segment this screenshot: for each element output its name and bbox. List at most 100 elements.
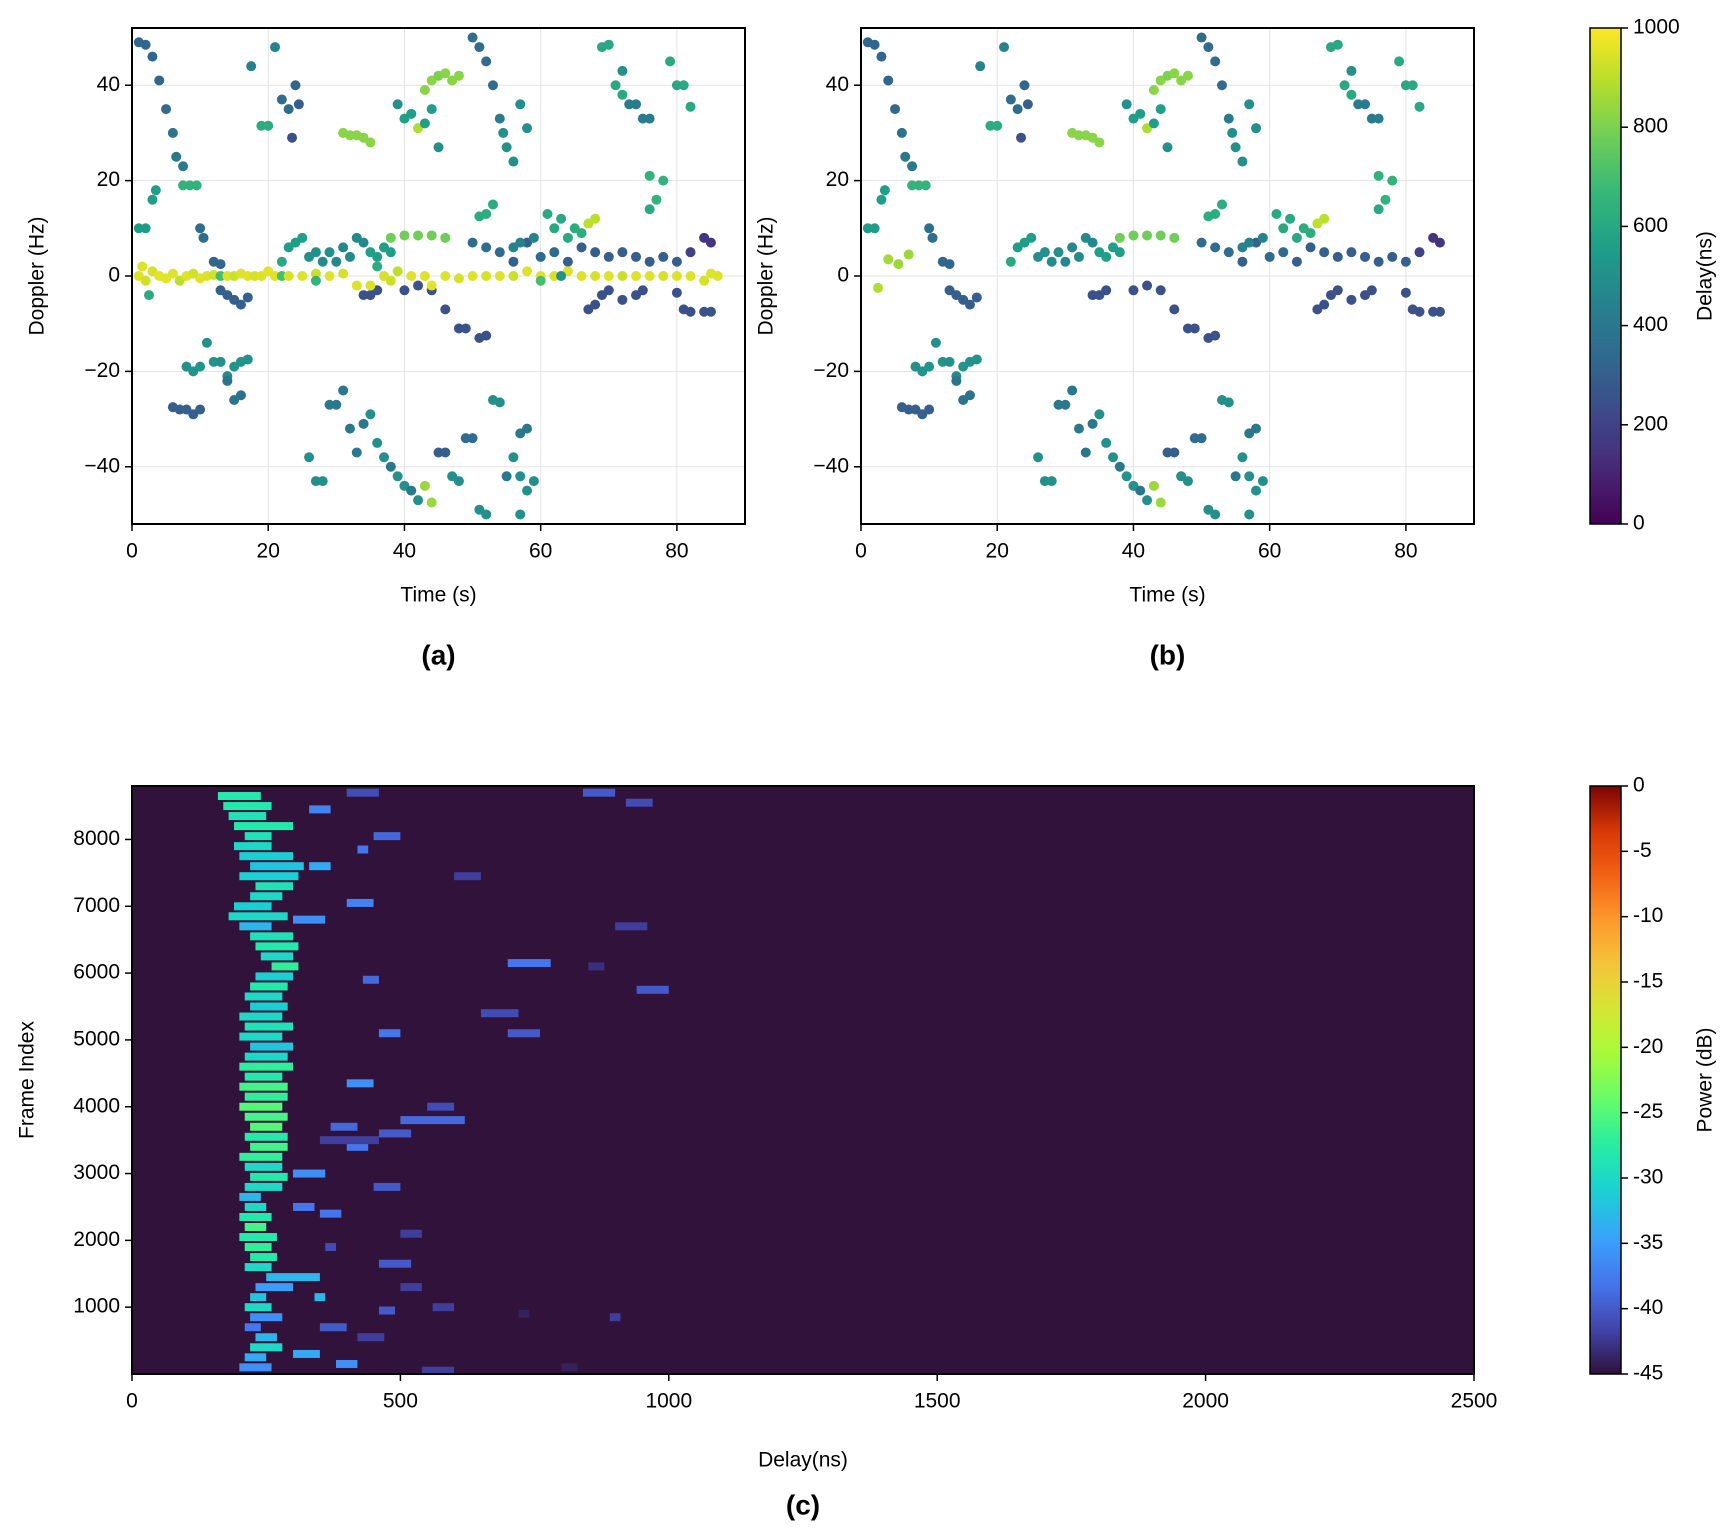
- scatter-point: [147, 194, 158, 205]
- scatter-point: [1373, 170, 1384, 181]
- scatter-point: [467, 237, 478, 248]
- y-axis-label: Doppler (Hz): [755, 216, 778, 335]
- x-tick-label: 60: [529, 540, 552, 563]
- scatter-point: [705, 237, 716, 248]
- x-tick-label: 80: [665, 540, 688, 563]
- heatmap-cell: [314, 1293, 326, 1302]
- heatmap-cell: [346, 1142, 369, 1151]
- scatter-point: [1060, 256, 1071, 267]
- heatmap-cell: [319, 1209, 342, 1218]
- x-axis-label: Time (s): [400, 584, 476, 607]
- x-axis-label: Time (s): [1129, 584, 1205, 607]
- points: [133, 32, 723, 520]
- y-tick-label: 6000: [73, 961, 120, 984]
- scatter-point: [501, 471, 512, 482]
- heatmap-cell: [250, 1172, 288, 1181]
- scatter-point: [883, 254, 894, 265]
- scatter-point: [644, 204, 655, 215]
- scatter-point: [1223, 113, 1234, 124]
- scatter-point: [385, 247, 396, 258]
- scatter-point: [924, 404, 935, 415]
- scatter-point: [344, 251, 355, 262]
- heatmap-cell: [319, 1323, 347, 1332]
- scatter-point: [453, 476, 464, 487]
- scatter-point: [481, 242, 492, 253]
- scatter-point: [1189, 323, 1200, 334]
- scatter-point: [1244, 237, 1255, 248]
- scatter-point: [665, 56, 676, 67]
- heatmap-cell: [346, 1079, 374, 1088]
- scatter-point: [927, 232, 938, 243]
- scatter-point: [1121, 471, 1132, 482]
- scatter-point: [644, 256, 655, 267]
- scatter-point: [1060, 399, 1071, 410]
- heatmap-cell: [266, 1273, 320, 1282]
- scatter-point: [685, 101, 696, 112]
- scatter-point: [556, 213, 567, 224]
- heatmap-cell: [293, 1169, 326, 1178]
- scatter-point: [705, 306, 716, 317]
- y-tick-label: 2000: [73, 1228, 120, 1251]
- scatter-point: [1128, 230, 1139, 241]
- x-axis-label: Delay(ns): [758, 1449, 848, 1472]
- heatmap-cell: [250, 982, 288, 991]
- scatter-point: [1114, 232, 1125, 243]
- plot-frame: [131, 785, 1475, 1375]
- heatmap-cell: [357, 1333, 385, 1342]
- scatter-point: [144, 290, 155, 301]
- scatter-point: [287, 132, 298, 143]
- heatmap-cell: [233, 842, 272, 851]
- scatter-point: [631, 99, 642, 110]
- scatter-point: [1135, 485, 1146, 496]
- x-tick-label: 1000: [645, 1390, 692, 1413]
- scatter-point: [1142, 280, 1153, 291]
- scatter-point: [392, 99, 403, 110]
- scatter-point: [372, 251, 383, 262]
- heatmap-cell: [250, 1042, 294, 1051]
- scatter-point: [372, 261, 383, 272]
- scatter-point: [440, 271, 451, 281]
- scatter-point: [1148, 118, 1159, 129]
- scatter-point: [365, 280, 376, 291]
- heatmap-cell: [239, 1233, 277, 1242]
- scatter-point: [426, 230, 437, 241]
- scatter-point: [494, 247, 505, 258]
- heatmap-cell: [357, 845, 369, 854]
- heatmap-cell: [255, 1333, 277, 1342]
- scatter-point: [426, 104, 437, 115]
- scatter-point: [515, 509, 526, 520]
- heatmap-cell: [293, 915, 326, 924]
- colorbar-tick-label: -5: [1633, 839, 1652, 862]
- scatter-point: [215, 356, 226, 367]
- scatter-point: [1101, 251, 1112, 262]
- scatter-point: [1400, 287, 1411, 298]
- scatter-point: [1169, 68, 1180, 79]
- heatmap-cell: [378, 1129, 412, 1138]
- panel-label: (b): [1150, 639, 1186, 670]
- scatter-point: [617, 65, 628, 76]
- heatmap-cell: [244, 1112, 288, 1121]
- heatmap-cell: [625, 798, 653, 807]
- scatter-point: [1223, 397, 1234, 408]
- scatter-point: [154, 75, 165, 86]
- colorbar-tick-label: -45: [1633, 1362, 1663, 1385]
- heatmap-cell: [373, 832, 401, 841]
- colorbar-label: Power (dB): [1694, 1027, 1717, 1132]
- scatter-point: [651, 194, 662, 205]
- scatter-point: [481, 330, 492, 341]
- scatter-point: [235, 390, 246, 401]
- scatter-point: [869, 39, 880, 50]
- x-tick-label: 0: [855, 540, 867, 563]
- scatter-point: [671, 271, 682, 281]
- scatter-point: [1005, 256, 1016, 267]
- colorbar: [1589, 27, 1622, 525]
- scatter-point: [1019, 80, 1030, 91]
- scatter-point: [876, 194, 887, 205]
- heatmap-cell: [244, 1303, 272, 1312]
- scatter-point: [1251, 423, 1262, 434]
- scatter-point: [944, 356, 955, 367]
- colorbar-tick-label: -35: [1633, 1231, 1663, 1254]
- scatter-point: [508, 452, 519, 463]
- scatter-point: [1278, 223, 1289, 234]
- scatter-point: [406, 485, 417, 496]
